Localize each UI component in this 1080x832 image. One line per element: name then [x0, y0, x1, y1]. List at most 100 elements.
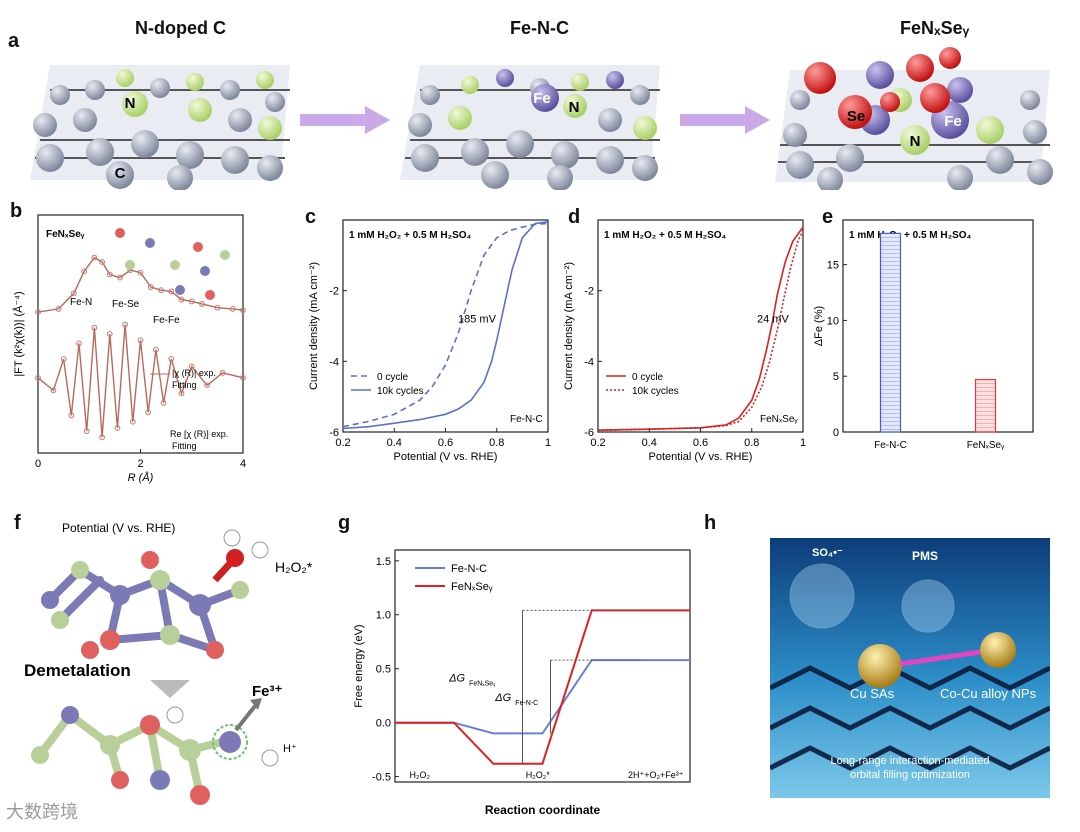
atom-label-n-3: N — [910, 133, 921, 150]
atom-label-c: C — [115, 165, 126, 182]
molecule-top-atoms — [41, 529, 269, 659]
chart-c-xlabel: Potential (V vs. RHE) — [394, 451, 498, 463]
chart-d-xlabel: Potential (V vs. RHE) — [649, 451, 753, 463]
chart-g-ytick-label: 1.0 — [376, 610, 391, 622]
panel-a-title-1: N-doped C — [135, 18, 226, 38]
chart-e-ytick-label: 10 — [827, 315, 839, 327]
atom-label-n: N — [125, 95, 136, 112]
chart-g-annotation-sub-2: Fe-N-C — [515, 700, 538, 707]
chart-b-legend-4: Fitting — [172, 441, 197, 451]
chart-e-title: 1 mM H₂O₂ + 0.5 M H₂SO₄ — [849, 230, 972, 241]
panel-f-title: Potential (V vs. RHE) — [62, 521, 175, 535]
panel-letter-e: e — [822, 206, 834, 228]
chart-d-legend-1: 10k cycles — [632, 386, 679, 397]
chart-g-legend-1: FeNₓSeᵧ — [451, 581, 493, 593]
chart-c-xtick-label: 1 — [545, 437, 551, 449]
chart-e-frame — [842, 219, 1034, 433]
chart-b-series-0 — [37, 256, 244, 313]
panel-a-title-3: FeNₓSeᵧ — [900, 18, 970, 38]
chart-b-frame — [37, 214, 244, 454]
chart-c-ytick-label: -4 — [329, 356, 339, 368]
panel-f-structures: Potential (V vs. RHE) H₂O₂* Demetalation… — [24, 521, 313, 805]
label-cu-sas: Cu SAs — [850, 686, 895, 701]
chart-g-state-0: H₂O₂ — [410, 770, 431, 780]
chart-b-point — [240, 374, 246, 381]
chart-b-point — [35, 309, 41, 315]
chart-c-sample: Fe-N-C — [510, 414, 543, 425]
chart-b-point — [68, 412, 75, 419]
chart-b-point — [122, 321, 129, 328]
chart-g-ytick-label: -0.5 — [372, 772, 391, 784]
chart-b-point — [81, 268, 88, 275]
chart-e-ylabel: ΔFe (%) — [813, 306, 825, 346]
chart-g-ylabel: Free energy (eV) — [353, 624, 365, 707]
chart-d-xtick-label: 1 — [800, 437, 806, 449]
chart-b-xtick-label: 2 — [137, 458, 143, 470]
chart-b-point — [99, 434, 105, 441]
chart-c-annotation: 185 mV — [458, 313, 497, 325]
label-pms: PMS — [912, 549, 938, 563]
panel-letter-c: c — [305, 206, 317, 228]
watermark: 大数跨境 — [6, 802, 78, 823]
panel-letter-a: a — [8, 30, 20, 52]
chart-c-ylabel: Current density (mA cm⁻²) — [308, 262, 320, 390]
label-orbital: orbital filling optimization — [850, 769, 970, 781]
chart-b-xlabel: R (Å) — [128, 471, 154, 484]
chart-b-point — [50, 387, 57, 394]
atom-label-fe-1: Fe — [533, 90, 551, 107]
chart-b-legend-3: Re [χ (R)] exp. — [170, 429, 228, 439]
chart-c-xtick-label: 0.6 — [438, 437, 453, 449]
panel-letter-h: h — [704, 512, 717, 534]
atom-label-se: Se — [847, 108, 865, 125]
label-long-range: Long-range interaction-mediated — [831, 755, 990, 767]
chart-b-inset-atom — [170, 260, 180, 270]
chart-b-point — [117, 274, 123, 281]
chart-c-legend-1: 10k cycles — [377, 386, 424, 397]
chart-d-ytick-label: -4 — [584, 356, 594, 368]
chart-b-point — [35, 374, 41, 381]
label-hplus: H⁺ — [283, 743, 297, 755]
chart-b-legend-1: |χ (R)| exp. — [172, 368, 216, 378]
chart-d-xtick-label: 0.6 — [693, 437, 708, 449]
chart-b-inset-atom — [200, 266, 210, 276]
chart-b-point — [188, 298, 195, 305]
chart-d-xtick-label: 0.4 — [642, 437, 657, 449]
molecule-bottom — [36, 711, 234, 799]
chart-e-category-0: Fe-N-C — [874, 440, 907, 451]
chart-b-point — [188, 363, 195, 370]
chart-b-point — [178, 390, 185, 397]
chart-b-sample: FeNₓSeᵧ — [46, 229, 85, 240]
chart-b-point — [178, 296, 185, 303]
atom-label-fe-2: Fe — [944, 113, 962, 130]
chart-g-annotation-dg-2: ΔG — [494, 692, 511, 704]
panel-letter-g: g — [338, 512, 351, 534]
chart-d-ylabel: Current density (mA cm⁻²) — [563, 262, 575, 390]
chart-c-title: 1 mM H₂O₂ + 0.5 M H₂SO₄ — [349, 230, 472, 241]
chart-b-point — [168, 356, 175, 362]
chart-b-peak-fe-fe: Fe-Fe — [153, 315, 180, 326]
chart-b-inset-atom — [220, 250, 230, 260]
chart-b-inset-atom — [175, 285, 185, 295]
chart-b-point — [240, 307, 246, 314]
panel-letter-f: f — [14, 512, 21, 534]
chart-b-point — [114, 425, 121, 431]
panel-letter-d: d — [568, 206, 581, 228]
chart-b-inset-atom — [205, 290, 215, 300]
chart-b-point — [214, 304, 221, 311]
chart-b-point — [160, 399, 167, 406]
chart-g-state-2: 2H⁺+O₂+Fe³⁺ — [628, 770, 684, 780]
chart-d-xtick-label: 0.2 — [590, 437, 605, 449]
chart-g-xlabel: Reaction coordinate — [485, 803, 601, 817]
chart-b-point — [229, 306, 236, 312]
chart-e-ytick-label: 15 — [827, 260, 839, 272]
chart-b-series-1 — [37, 324, 244, 438]
slab-fenxsey — [775, 47, 1053, 190]
arrow-down — [150, 680, 190, 698]
chart-b-point — [137, 269, 144, 276]
slab-n-doped-c — [30, 65, 290, 190]
chart-b-point — [158, 287, 164, 294]
chart-g-state-1: H₂O₂* — [526, 770, 550, 780]
chart-b-ylabel: |FT (k²χ(k))| (Å⁻⁴) — [12, 291, 25, 376]
chart-g-frame — [394, 549, 691, 783]
panel-h-illustration: SO₄•⁻ PMS Cu SAs Co-Cu alloy NPs Long-ra… — [770, 538, 1050, 798]
